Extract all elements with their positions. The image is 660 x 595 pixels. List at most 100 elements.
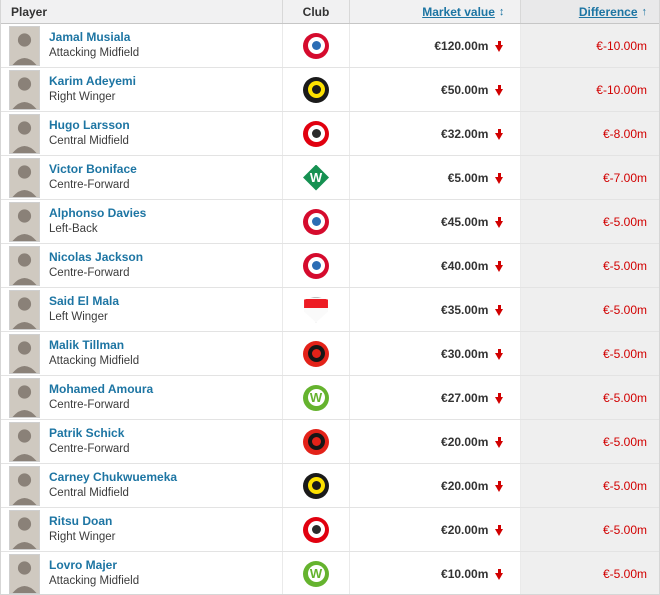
- club-badge-outer: [303, 208, 330, 235]
- player-silhouette-icon: [10, 114, 39, 153]
- club-badge-outer: [303, 252, 330, 279]
- player-name-link[interactable]: Nicolas Jackson: [49, 250, 144, 265]
- player-text-block: Ritsu Doan Right Winger: [49, 514, 115, 544]
- club-badge-icon[interactable]: W: [303, 164, 330, 191]
- sort-ascending-icon[interactable]: ↑: [641, 5, 648, 18]
- club-badge-icon[interactable]: [303, 76, 330, 103]
- club-badge-letter: [303, 517, 329, 543]
- club-badge-icon[interactable]: [303, 340, 330, 367]
- club-badge-icon[interactable]: [303, 120, 330, 147]
- difference-value: €-5.00m: [602, 302, 647, 317]
- player-name-link[interactable]: Lovro Majer: [49, 558, 118, 573]
- table-row: Lovro Majer Attacking Midfield W €10.00m…: [1, 552, 659, 594]
- difference-cell: €-10.00m: [521, 24, 659, 67]
- club-badge-icon[interactable]: [303, 296, 329, 323]
- player-cell: Lovro Majer Attacking Midfield: [1, 552, 284, 594]
- player-name-link[interactable]: Jamal Musiala: [49, 30, 131, 45]
- player-photo[interactable]: [9, 333, 40, 374]
- difference-cell: €-5.00m: [521, 332, 659, 375]
- club-badge-center: [311, 41, 321, 50]
- market-value-cell: €10.00m: [350, 552, 522, 594]
- column-header-player-label: Player: [11, 4, 48, 19]
- difference-cell: €-8.00m: [521, 112, 659, 155]
- club-badge-center: [311, 437, 321, 446]
- column-header-club-label: Club: [302, 4, 330, 19]
- player-photo[interactable]: [9, 377, 40, 418]
- club-badge-icon[interactable]: [303, 252, 330, 279]
- club-badge-middle: [307, 565, 325, 582]
- value-decrease-arrow-icon: [495, 392, 504, 404]
- difference-cell: €-5.00m: [521, 200, 659, 243]
- table-row: Said El Mala Left Winger €35.00m €-5.00m: [1, 288, 659, 332]
- sort-both-icon[interactable]: ↕: [498, 5, 505, 18]
- market-value-sort-link[interactable]: Market value: [422, 4, 495, 19]
- player-photo[interactable]: [9, 553, 40, 594]
- player-photo[interactable]: [9, 245, 40, 286]
- player-name-link[interactable]: Hugo Larsson: [49, 118, 130, 133]
- player-position: Left Winger: [49, 311, 108, 324]
- value-decrease-arrow-icon: [495, 40, 504, 52]
- player-silhouette-icon: [10, 466, 39, 505]
- difference-sort-link[interactable]: Difference: [578, 4, 638, 19]
- player-position: Centre-Forward: [49, 399, 130, 412]
- player-text-block: Jamal Musiala Attacking Midfield: [49, 30, 139, 60]
- player-name-link[interactable]: Karim Adeyemi: [49, 74, 136, 89]
- club-badge-icon[interactable]: W: [303, 384, 330, 411]
- club-badge-center: [311, 349, 321, 358]
- market-value-cell: €50.00m: [350, 68, 522, 111]
- club-badge-letter: [303, 341, 329, 367]
- club-cell: [283, 420, 350, 463]
- club-badge-icon[interactable]: [303, 472, 330, 499]
- value-decrease-arrow-icon: [495, 568, 504, 580]
- player-name-link[interactable]: Mohamed Amoura: [49, 382, 154, 397]
- club-badge-letter: W: [309, 566, 323, 581]
- player-name-link[interactable]: Victor Boniface: [49, 162, 137, 177]
- player-photo[interactable]: [9, 289, 40, 330]
- club-badge-outer: W: [303, 560, 330, 587]
- market-value-cell: €45.00m: [350, 200, 522, 243]
- player-text-block: Said El Mala Left Winger: [49, 294, 120, 324]
- player-name-link[interactable]: Said El Mala: [49, 294, 120, 309]
- value-decrease-arrow-icon: [495, 172, 504, 184]
- player-photo[interactable]: [9, 113, 40, 154]
- value-decrease-arrow-icon: [495, 216, 504, 228]
- club-badge-icon[interactable]: W: [303, 560, 330, 587]
- market-value-cell: €32.00m: [350, 112, 522, 155]
- player-name-link[interactable]: Ritsu Doan: [49, 514, 113, 529]
- column-header-player[interactable]: Player: [1, 0, 284, 23]
- club-badge-outer: W: [303, 384, 330, 411]
- player-name-link[interactable]: Patrik Schick: [49, 426, 125, 441]
- club-badge-icon[interactable]: [303, 208, 330, 235]
- difference-cell: €-5.00m: [521, 420, 659, 463]
- player-photo[interactable]: [9, 465, 40, 506]
- player-text-block: Alphonso Davies Left-Back: [49, 206, 147, 236]
- club-badge-middle: [304, 298, 328, 308]
- market-value-cell: €35.00m: [350, 288, 522, 331]
- table-header-row: Player Club Market value ↕ Difference ↑: [1, 0, 659, 24]
- player-photo[interactable]: [9, 509, 40, 550]
- player-cell: Ritsu Doan Right Winger: [1, 508, 284, 551]
- player-cell: Alphonso Davies Left-Back: [1, 200, 284, 243]
- club-badge-outer: [303, 120, 330, 147]
- club-badge-icon[interactable]: [303, 32, 330, 59]
- club-badge-outer: [303, 32, 330, 59]
- player-photo[interactable]: [9, 157, 40, 198]
- player-silhouette-icon: [10, 202, 39, 241]
- player-name-link[interactable]: Carney Chukwuemeka: [49, 470, 178, 485]
- player-photo[interactable]: [9, 69, 40, 110]
- player-name-link[interactable]: Alphonso Davies: [49, 206, 147, 221]
- column-header-club[interactable]: Club: [283, 0, 350, 23]
- difference-value: €-5.00m: [602, 258, 647, 273]
- player-photo[interactable]: [9, 201, 40, 242]
- table-row: Malik Tillman Attacking Midfield €30.00m…: [1, 332, 659, 376]
- player-photo[interactable]: [9, 25, 40, 66]
- player-cell: Malik Tillman Attacking Midfield: [1, 332, 284, 375]
- value-decrease-arrow-icon: [495, 480, 504, 492]
- player-name-link[interactable]: Malik Tillman: [49, 338, 125, 353]
- club-badge-icon[interactable]: [303, 516, 330, 543]
- difference-cell: €-7.00m: [521, 156, 659, 199]
- player-silhouette-icon: [10, 510, 39, 549]
- club-badge-icon[interactable]: [303, 428, 330, 455]
- player-photo[interactable]: [9, 421, 40, 462]
- value-decrease-arrow-icon: [495, 128, 504, 140]
